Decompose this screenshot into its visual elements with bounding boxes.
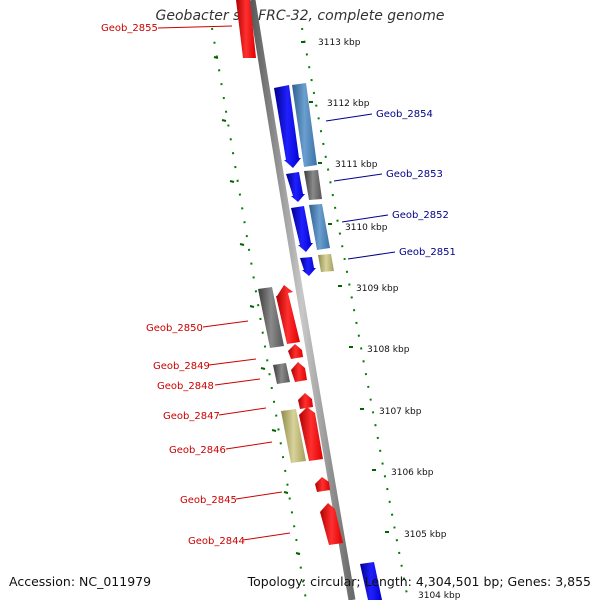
label-geob-2854[interactable]: Geob_2854 [376, 109, 433, 120]
gene-geob-2848-gray[interactable] [273, 363, 290, 384]
label-leader-geob-2855 [157, 25, 233, 29]
label-geob-2855[interactable]: Geob_2855 [101, 23, 158, 34]
gene-geob-2846-cds[interactable] [299, 407, 323, 461]
gene-geob-2845-cds[interactable] [315, 477, 330, 492]
label-geob-2851[interactable]: Geob_2851 [399, 247, 456, 258]
gene-geob-2853-cds[interactable] [286, 172, 305, 202]
label-leader-geob-2847 [218, 407, 267, 416]
label-geob-2845[interactable]: Geob_2845 [180, 495, 237, 506]
inner-tick-mark [229, 180, 235, 183]
label-leader-geob-2844 [242, 532, 291, 541]
tick-label: 3105 kbp [404, 530, 447, 540]
inner-tick-mark [239, 243, 245, 246]
gene-geob-2850-gray[interactable] [258, 287, 284, 348]
label-leader-geob-2853 [333, 173, 383, 182]
inner-tick-mark [249, 305, 255, 308]
inner-tick-mark [271, 429, 277, 432]
label-geob-2853[interactable]: Geob_2853 [386, 169, 443, 180]
label-geob-2852[interactable]: Geob_2852 [392, 210, 449, 221]
tick-label: 3108 kbp [367, 345, 410, 355]
accession-label: Accession: NC_011979 [9, 574, 152, 589]
tick-label: 3110 kbp [345, 223, 388, 233]
gene-geob-2850-cds[interactable] [276, 285, 300, 344]
tick-label: 3109 kbp [356, 284, 399, 294]
gene-geob-2844-cds[interactable] [320, 503, 343, 545]
inner-tick-mark [213, 56, 219, 59]
inner-tick-mark [295, 552, 301, 555]
genome-summary: Topology: circular; Length: 4,304,501 bp… [247, 574, 591, 589]
gene-geob-2851-khaki[interactable] [318, 254, 334, 272]
gene-fragment-bottom[interactable] [360, 562, 382, 600]
gene-geob-2847-cds[interactable] [298, 393, 313, 409]
tick-label: 3106 kbp [391, 468, 434, 478]
label-leader-geob-2849 [208, 358, 257, 366]
label-geob-2846[interactable]: Geob_2846 [169, 445, 226, 456]
gene-geob-2855[interactable] [236, 0, 256, 58]
gene-geob-2852-cds[interactable] [291, 206, 313, 252]
outer-tick-ruler [301, 27, 409, 600]
label-geob-2849[interactable]: Geob_2849 [153, 361, 210, 372]
gene-geob-2853-gray[interactable] [304, 170, 322, 200]
tick-marks: 3113 kbp 3112 kbp 3111 kbp 3110 kbp 3109… [213, 38, 461, 600]
tick-label: 3112 kbp [327, 99, 370, 109]
gene-geob-2852-steel[interactable] [309, 204, 330, 250]
label-geob-2848[interactable]: Geob_2848 [157, 381, 214, 392]
genome-backbone [248, 0, 356, 600]
map-title: Geobacter sp. FRC-32, complete genome [155, 8, 445, 24]
gene-geob-2849-cds[interactable] [288, 344, 303, 359]
tick-label: 3107 kbp [379, 407, 422, 417]
label-leader-geob-2851 [347, 251, 396, 260]
label-geob-2844[interactable]: Geob_2844 [188, 536, 245, 547]
gene-geob-2854-steel[interactable] [292, 83, 317, 167]
label-geob-2850[interactable]: Geob_2850 [146, 323, 203, 334]
label-leader-geob-2850 [202, 320, 249, 328]
label-leader-geob-2846 [225, 441, 273, 450]
inner-tick-mark [221, 119, 227, 122]
label-leader-geob-2848 [214, 378, 261, 386]
label-leader-geob-2852 [341, 214, 389, 223]
gene-geob-2848-cds[interactable] [291, 362, 307, 382]
gene-geob-2854-cds[interactable] [274, 85, 301, 168]
tick-label: 3111 kbp [335, 160, 378, 170]
tick-label: 3113 kbp [318, 38, 361, 48]
tick-label: 3104 kbp [418, 591, 461, 600]
gene-geob-2851-cds[interactable] [300, 257, 316, 276]
inner-tick-mark [260, 367, 266, 370]
gene-geob-2846-khaki[interactable] [281, 409, 306, 463]
inner-tick-mark [283, 491, 289, 494]
label-leader-geob-2854 [325, 113, 373, 122]
label-leader-geob-2845 [235, 491, 283, 500]
label-geob-2847[interactable]: Geob_2847 [163, 411, 220, 422]
